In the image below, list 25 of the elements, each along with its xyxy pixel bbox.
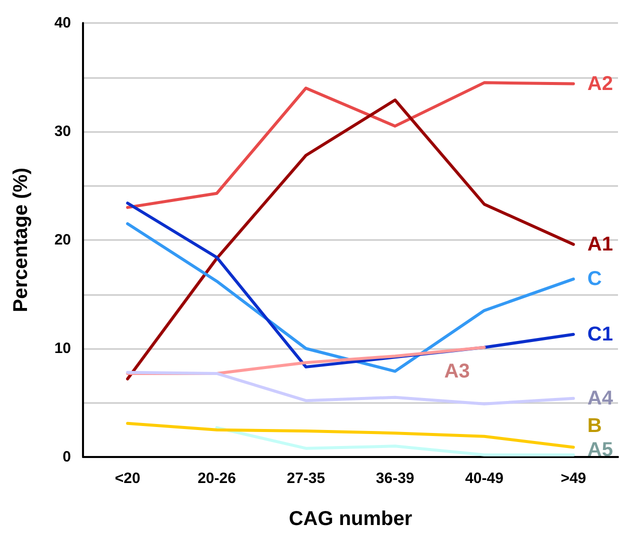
- line-series: [126, 81, 575, 209]
- y-tick-label: 0: [62, 448, 71, 466]
- y-tick-label: 20: [54, 232, 71, 248]
- x-tick-label: >49: [560, 470, 586, 487]
- series-label: A5: [587, 439, 613, 461]
- series-label: C: [587, 268, 602, 290]
- x-tick-label: 36-39: [376, 470, 414, 487]
- x-tick-label: 20-26: [198, 470, 236, 487]
- series-label: C1: [587, 323, 613, 346]
- y-tick-label: 10: [54, 340, 71, 357]
- y-axis-title: Percentage (%): [10, 168, 32, 312]
- x-tick-label: <20: [114, 470, 140, 487]
- x-tick-label: 27-35: [286, 470, 326, 487]
- x-axis-title: CAG number: [288, 508, 412, 530]
- y-tick-label: 30: [54, 123, 71, 140]
- line-series: [126, 98, 575, 380]
- series-label: A1: [587, 233, 613, 256]
- line-series: [215, 426, 575, 456]
- line-series: [126, 422, 575, 449]
- series-label: A3: [444, 360, 470, 382]
- x-tick-label: 40-49: [465, 470, 504, 487]
- series-label: A2: [587, 72, 613, 95]
- y-tick-label: 40: [54, 14, 71, 32]
- series-label: B: [587, 415, 602, 437]
- series-label: A4: [587, 387, 614, 410]
